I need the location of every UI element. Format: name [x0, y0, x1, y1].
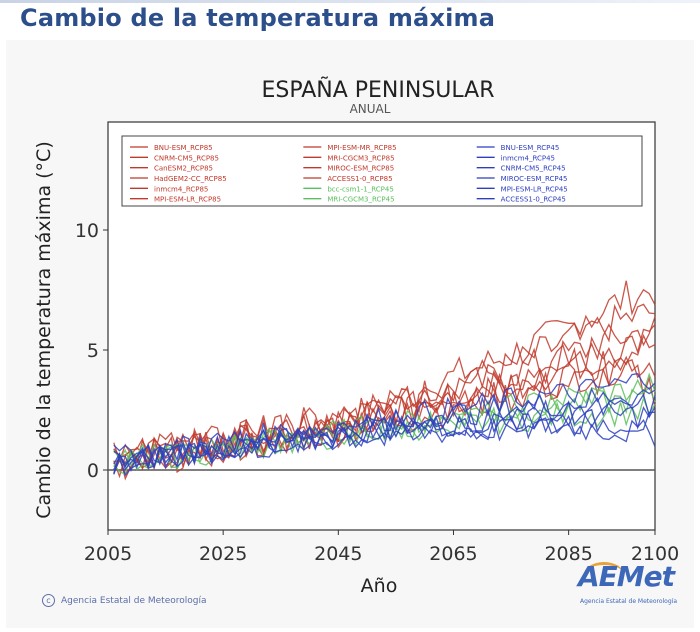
top-rule: [0, 0, 700, 3]
series-line-red-5: [113, 324, 656, 479]
y-tick-label: 5: [87, 340, 99, 362]
series-line-blue-15: [113, 392, 656, 474]
series-line-blue-11: [113, 408, 656, 471]
series-line-green-9: [113, 372, 656, 469]
legend-label: inmcm4_RCP85: [154, 185, 208, 193]
x-tick-label: 2065: [429, 543, 477, 565]
legend-label: MPI-ESM-MR_RCP85: [327, 144, 396, 152]
legend-label: MPI-ESM-LR_RCP85: [154, 196, 221, 204]
legend-label: CNRM-CM5_RCP45: [501, 165, 566, 173]
y-tick-label: 0: [87, 460, 99, 482]
chart-subtitle: ANUAL: [350, 102, 391, 116]
series-line-blue-14: [113, 372, 656, 472]
legend-label: MIROC-ESM_RCP85: [327, 165, 394, 173]
legend-label: CanESM2_RCP85: [154, 165, 213, 173]
x-axis-label: Año: [361, 575, 398, 597]
copyright-icon: c: [42, 594, 55, 607]
x-tick-label: 2005: [84, 543, 132, 565]
chart-title: ESPAÑA PENINSULAR: [261, 76, 494, 103]
legend-label: inmcm4_RCP45: [501, 154, 555, 162]
x-tick-label: 2085: [544, 543, 592, 565]
series-line-red-1: [113, 303, 656, 471]
legend-box: [121, 135, 643, 207]
y-tick-label: 10: [75, 220, 99, 242]
legend-label: BNU-ESM_RCP45: [501, 144, 560, 152]
x-tick-label: 2045: [314, 543, 362, 565]
legend-label: MRI-CGCM3_RCP45: [327, 196, 394, 204]
page-title: Cambio de la temperatura máxima: [20, 4, 496, 32]
footer-credit: c Agencia Estatal de Meteorología: [42, 594, 207, 607]
series-line-blue-10: [113, 402, 656, 469]
footer-credit-text: Agencia Estatal de Meteorología: [61, 596, 207, 606]
logo-arc: [584, 562, 624, 587]
legend-label: BNU-ESM_RCP85: [154, 144, 213, 152]
legend-label: MIROC-ESM_RCP45: [501, 175, 568, 183]
legend-label: HadGEM2-CC_RCP85: [154, 175, 227, 183]
x-tick-label: 2025: [199, 543, 247, 565]
logo-subtext: Agencia Estatal de Meteorología: [580, 598, 677, 605]
legend-label: MPI-ESM-LR_RCP45: [501, 185, 568, 193]
legend-label: bcc-csm1-1_RCP45: [327, 185, 393, 193]
logo-word: AEMet: [578, 560, 675, 593]
legend-label: ACCESS1-0_RCP85: [327, 175, 392, 183]
aemet-logo: AEMet Agencia Estatal de Meteorología: [578, 560, 678, 610]
legend-label: ACCESS1-0_RCP45: [501, 196, 566, 204]
x-tick-label: 2100: [631, 543, 679, 565]
legend-label: CNRM-CM5_RCP85: [154, 154, 219, 162]
y-axis-label: Cambio de la temperatura máxima (°C): [33, 141, 55, 518]
legend-label: MRI-CGCM3_RCP85: [327, 154, 394, 162]
